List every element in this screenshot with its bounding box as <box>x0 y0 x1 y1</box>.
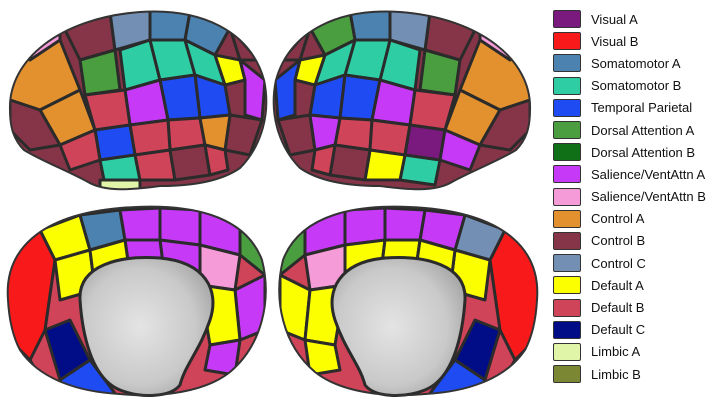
left-medial-view <box>6 205 267 397</box>
legend-item: Temporal Parietal <box>553 97 718 119</box>
legend-item: Dorsal Attention A <box>553 119 718 141</box>
legend-item: Somatomotor A <box>553 52 718 74</box>
legend-swatch <box>553 342 581 361</box>
legend-item: Limbic A <box>553 341 718 363</box>
legend-swatch <box>553 231 581 250</box>
legend-label: Default A <box>591 277 644 293</box>
legend-label: Control C <box>591 255 646 271</box>
legend-swatch <box>553 143 581 162</box>
legend-label: Salience/VentAttn A <box>591 166 706 182</box>
legend-swatch <box>553 298 581 317</box>
legend-label: Default C <box>591 322 646 338</box>
legend-item: Control B <box>553 230 718 252</box>
legend-swatch <box>553 76 581 95</box>
legend-swatch <box>553 121 581 140</box>
legend-swatch <box>553 276 581 295</box>
legend-item: Default C <box>553 319 718 341</box>
brain-parcellation-figure <box>6 10 539 397</box>
legend-label: Dorsal Attention A <box>591 122 695 138</box>
legend-item: Salience/VentAttn A <box>553 163 718 185</box>
legend-swatch <box>553 209 581 228</box>
legend-label: Salience/VentAttn B <box>591 189 706 205</box>
legend-swatch <box>553 254 581 273</box>
legend-label: Temporal Parietal <box>591 100 693 116</box>
legend-swatch <box>553 187 581 206</box>
legend-label: Control B <box>591 233 646 249</box>
legend-item: Default A <box>553 274 718 296</box>
legend-label: Limbic A <box>591 344 641 360</box>
legend-item: Somatomotor B <box>553 75 718 97</box>
legend-label: Control A <box>591 211 645 227</box>
legend-item: Visual A <box>553 8 718 30</box>
legend-item: Control C <box>553 252 718 274</box>
legend-label: Visual B <box>591 33 639 49</box>
legend-swatch <box>553 10 581 29</box>
right-lateral-view <box>272 10 532 191</box>
medial-wall <box>330 256 467 397</box>
legend-label: Visual A <box>591 11 638 27</box>
legend-item: Limbic B <box>553 363 718 385</box>
right-medial-view <box>278 205 539 397</box>
legend-label: Somatomotor A <box>591 55 681 71</box>
legend-swatch <box>553 54 581 73</box>
legend-item: Dorsal Attention B <box>553 141 718 163</box>
legend-item: Control A <box>553 208 718 230</box>
legend-item: Default B <box>553 296 718 318</box>
left-lateral-view <box>8 10 268 191</box>
legend-swatch <box>553 32 581 51</box>
legend-label: Default B <box>591 300 645 316</box>
legend-swatch <box>553 165 581 184</box>
legend-item: Visual B <box>553 30 718 52</box>
legend-swatch <box>553 320 581 339</box>
legend-item: Salience/VentAttn B <box>553 186 718 208</box>
legend-swatch <box>553 365 581 384</box>
legend-label: Somatomotor B <box>591 78 682 94</box>
medial-wall <box>78 256 215 397</box>
legend-label: Limbic B <box>591 366 641 382</box>
network-legend: Visual A Visual B Somatomotor A Somatomotor… <box>553 8 718 385</box>
legend-label: Dorsal Attention B <box>591 144 696 160</box>
legend-swatch <box>553 98 581 117</box>
